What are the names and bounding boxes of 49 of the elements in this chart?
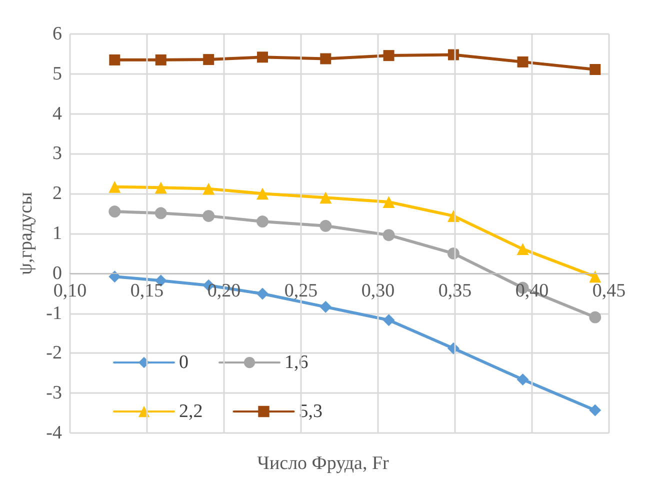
point — [516, 374, 529, 386]
point — [320, 220, 332, 232]
point — [109, 54, 120, 66]
x-axis-title: Число Фруда, Fr — [257, 453, 390, 474]
y-tick-label: 3 — [52, 143, 62, 164]
point — [382, 229, 395, 242]
point — [256, 216, 268, 228]
y-tick-label: 5 — [52, 63, 62, 84]
y-tick-label: -4 — [46, 422, 62, 444]
x-tick-label: 0,30 — [361, 280, 395, 302]
point — [516, 243, 529, 256]
point — [108, 180, 121, 193]
point — [108, 206, 121, 218]
x-tick-label: 0,25 — [284, 280, 318, 302]
point — [154, 182, 167, 194]
point — [154, 207, 167, 220]
point — [383, 50, 394, 62]
point — [589, 311, 602, 324]
point — [590, 64, 601, 76]
y-axis-title: ψ,градусы — [15, 192, 36, 275]
y-tick-label: 4 — [52, 103, 62, 124]
y-tick-label: -1 — [46, 302, 62, 324]
point — [320, 53, 332, 64]
point — [589, 404, 602, 416]
y-tick-label: 2 — [52, 183, 62, 204]
x-tick-label: 0,35 — [438, 280, 472, 302]
point — [203, 54, 214, 66]
point — [155, 54, 166, 66]
point — [202, 210, 215, 222]
point — [202, 182, 215, 195]
point — [108, 270, 121, 283]
point — [382, 314, 395, 326]
legend-label: 0 — [179, 352, 188, 373]
legend-label: 2,2 — [179, 401, 203, 422]
point — [256, 188, 268, 200]
x-tick-label: 0,45 — [592, 280, 626, 302]
point — [320, 300, 332, 313]
y-tick-label: -2 — [46, 342, 62, 364]
point — [517, 56, 528, 68]
point — [320, 192, 332, 204]
point — [256, 288, 268, 300]
y-tick-label: -3 — [46, 382, 62, 404]
point — [257, 52, 268, 63]
point — [589, 270, 602, 283]
y-tick-label: 1 — [52, 223, 62, 244]
point — [382, 196, 395, 208]
x-tick-label: 0,15 — [130, 280, 164, 302]
y-tick-label: 6 — [52, 24, 62, 44]
x-tick-label: 0,40 — [515, 280, 549, 302]
